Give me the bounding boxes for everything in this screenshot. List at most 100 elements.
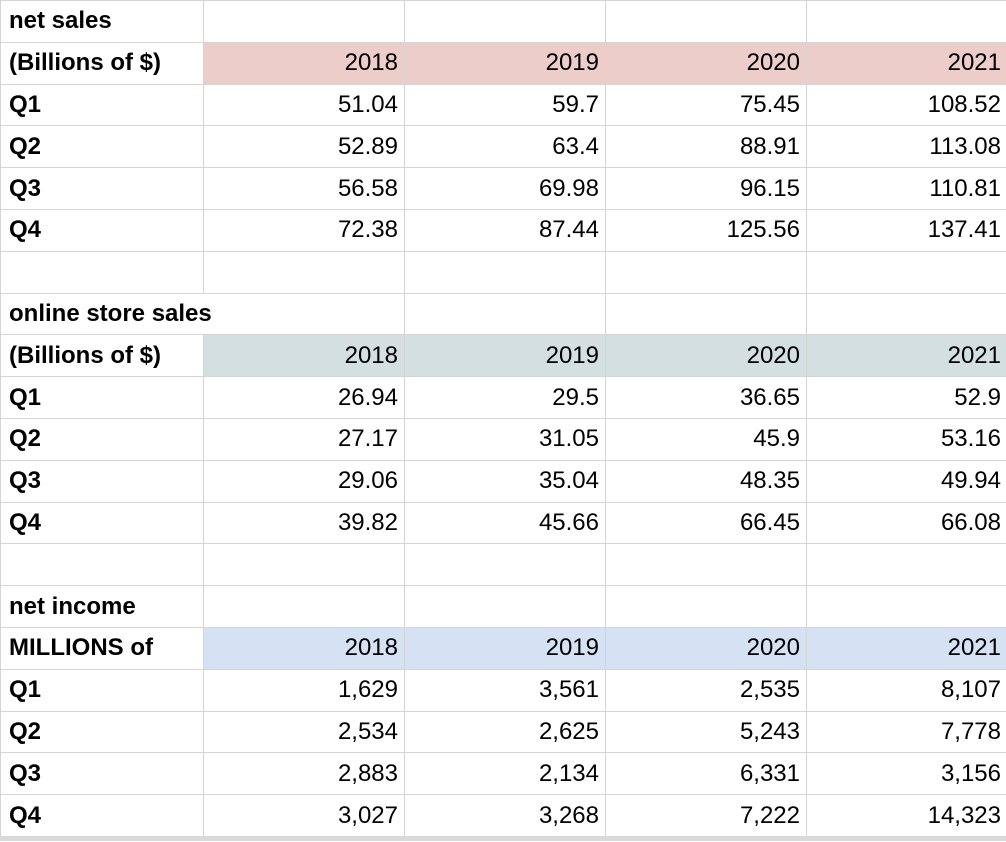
cell-value[interactable]: 5,243: [606, 711, 806, 753]
cell-quarter-label[interactable]: Q1: [1, 84, 203, 126]
cell-unit-label[interactable]: MILLIONS of: [1, 627, 203, 669]
cell-quarter-label[interactable]: Q4: [1, 502, 203, 544]
cell-quarter-label[interactable]: Q3: [1, 460, 203, 502]
cell-empty[interactable]: [405, 251, 605, 293]
cell-empty[interactable]: [204, 1, 404, 42]
cell-value[interactable]: 110.81: [807, 168, 1006, 209]
cell-value[interactable]: 96.15: [606, 168, 806, 209]
cell-year-header-2021[interactable]: 2021: [807, 627, 1006, 669]
cell-value[interactable]: 72.38: [204, 209, 404, 251]
cell-value[interactable]: 53.16: [807, 418, 1006, 460]
cell-value[interactable]: 36.65: [606, 377, 806, 418]
cell-empty[interactable]: [606, 293, 806, 335]
cell-value[interactable]: 88.91: [606, 126, 806, 168]
cell-section-title-net-sales[interactable]: net sales: [1, 1, 203, 42]
cell-value[interactable]: 1,629: [204, 669, 404, 711]
cell-value[interactable]: 2,535: [606, 669, 806, 711]
cell-section-title-online-store-sales[interactable]: online store sales: [1, 293, 404, 335]
cell-quarter-label[interactable]: Q3: [1, 168, 203, 209]
cell-value[interactable]: 52.89: [204, 126, 404, 168]
cell-value[interactable]: 125.56: [606, 209, 806, 251]
cell-empty[interactable]: [606, 251, 806, 293]
cell-value[interactable]: 27.17: [204, 418, 404, 460]
cell-year-header-2019[interactable]: 2019: [405, 627, 605, 669]
cell-empty[interactable]: [807, 251, 1006, 293]
cell-value[interactable]: 51.04: [204, 84, 404, 126]
cell-quarter-label[interactable]: Q3: [1, 753, 203, 795]
cell-value[interactable]: 3,156: [807, 753, 1006, 795]
cell-value[interactable]: 29.5: [405, 377, 605, 418]
cell-value[interactable]: 48.35: [606, 460, 806, 502]
cell-value[interactable]: 75.45: [606, 84, 806, 126]
cell-empty[interactable]: [807, 293, 1006, 335]
cell-value[interactable]: 59.7: [405, 84, 605, 126]
cell-unit-label[interactable]: (Billions of $): [1, 335, 203, 377]
cell-year-header-2019[interactable]: 2019: [405, 42, 605, 84]
cell-quarter-label[interactable]: Q1: [1, 377, 203, 418]
cell-value[interactable]: 35.04: [405, 460, 605, 502]
cell-value[interactable]: 66.08: [807, 502, 1006, 544]
cell-value[interactable]: 7,778: [807, 711, 1006, 753]
cell-value[interactable]: 87.44: [405, 209, 605, 251]
cell-value[interactable]: 113.08: [807, 126, 1006, 168]
cell-empty[interactable]: [405, 293, 605, 335]
cell-value[interactable]: 26.94: [204, 377, 404, 418]
cell-empty[interactable]: [606, 544, 806, 586]
cell-year-header-2018[interactable]: 2018: [204, 335, 404, 377]
cell-empty[interactable]: [405, 1, 605, 42]
cell-value[interactable]: 66.45: [606, 502, 806, 544]
cell-empty[interactable]: [606, 1, 806, 42]
cell-value[interactable]: 137.41: [807, 209, 1006, 251]
cell-empty[interactable]: [807, 1, 1006, 42]
cell-value[interactable]: 2,625: [405, 711, 605, 753]
cell-value[interactable]: 45.9: [606, 418, 806, 460]
cell-empty[interactable]: [405, 586, 605, 627]
cell-quarter-label[interactable]: Q4: [1, 209, 203, 251]
cell-year-header-2021[interactable]: 2021: [807, 42, 1006, 84]
cell-year-header-2018[interactable]: 2018: [204, 42, 404, 84]
cell-year-header-2020[interactable]: 2020: [606, 335, 806, 377]
cell-empty[interactable]: [204, 544, 404, 586]
cell-year-header-2020[interactable]: 2020: [606, 627, 806, 669]
cell-value[interactable]: 3,268: [405, 795, 605, 836]
cell-value[interactable]: 69.98: [405, 168, 605, 209]
cell-value[interactable]: 3,027: [204, 795, 404, 836]
cell-value[interactable]: 56.58: [204, 168, 404, 209]
cell-year-header-2020[interactable]: 2020: [606, 42, 806, 84]
cell-quarter-label[interactable]: Q1: [1, 669, 203, 711]
cell-empty[interactable]: [606, 586, 806, 627]
cell-value[interactable]: 2,134: [405, 753, 605, 795]
cell-section-title-net-income[interactable]: net income: [1, 586, 203, 627]
cell-empty[interactable]: [807, 586, 1006, 627]
cell-value[interactable]: 108.52: [807, 84, 1006, 126]
cell-value[interactable]: 31.05: [405, 418, 605, 460]
cell-value[interactable]: 3,561: [405, 669, 605, 711]
cell-unit-label[interactable]: (Billions of $): [1, 42, 203, 84]
cell-value[interactable]: 8,107: [807, 669, 1006, 711]
cell-value[interactable]: 49.94: [807, 460, 1006, 502]
cell-quarter-label[interactable]: Q4: [1, 795, 203, 836]
cell-value[interactable]: 14,323: [807, 795, 1006, 836]
cell-empty[interactable]: [204, 586, 404, 627]
cell-quarter-label[interactable]: Q2: [1, 126, 203, 168]
cell-value[interactable]: 45.66: [405, 502, 605, 544]
cell-empty[interactable]: [405, 544, 605, 586]
cell-quarter-label[interactable]: Q2: [1, 418, 203, 460]
cell-value[interactable]: 52.9: [807, 377, 1006, 418]
cell-value[interactable]: 2,534: [204, 711, 404, 753]
cell-value[interactable]: 2,883: [204, 753, 404, 795]
cell-value[interactable]: 63.4: [405, 126, 605, 168]
cell-value[interactable]: 29.06: [204, 460, 404, 502]
cell-empty[interactable]: [807, 544, 1006, 586]
cell-value[interactable]: 39.82: [204, 502, 404, 544]
cell-empty[interactable]: [1, 544, 203, 586]
cell-year-header-2018[interactable]: 2018: [204, 627, 404, 669]
cell-year-header-2019[interactable]: 2019: [405, 335, 605, 377]
cell-empty[interactable]: [204, 251, 404, 293]
cell-empty[interactable]: [1, 251, 203, 293]
cell-year-header-2021[interactable]: 2021: [807, 335, 1006, 377]
cell-quarter-label[interactable]: Q2: [1, 711, 203, 753]
cell-value[interactable]: 6,331: [606, 753, 806, 795]
cell-value[interactable]: 7,222: [606, 795, 806, 836]
